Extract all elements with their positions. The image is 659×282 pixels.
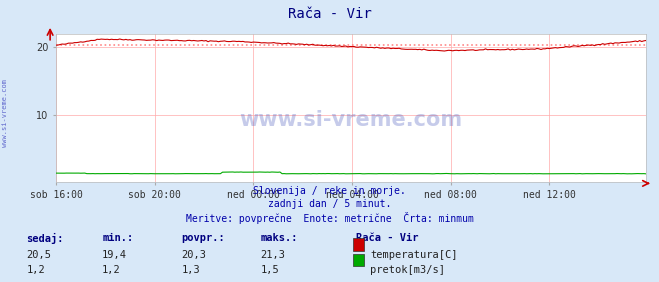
Text: Rača - Vir: Rača - Vir (287, 7, 372, 21)
Text: Rača - Vir: Rača - Vir (356, 233, 418, 243)
Text: Slovenija / reke in morje.: Slovenija / reke in morje. (253, 186, 406, 196)
Text: zadnji dan / 5 minut.: zadnji dan / 5 minut. (268, 199, 391, 209)
Text: 20,3: 20,3 (181, 250, 206, 259)
Text: temperatura[C]: temperatura[C] (370, 250, 458, 259)
Text: 21,3: 21,3 (260, 250, 285, 259)
Text: 19,4: 19,4 (102, 250, 127, 259)
Text: 20,5: 20,5 (26, 250, 51, 259)
Text: 1,3: 1,3 (181, 265, 200, 275)
Text: 1,2: 1,2 (26, 265, 45, 275)
Text: www.si-vreme.com: www.si-vreme.com (239, 110, 463, 130)
Text: 1,2: 1,2 (102, 265, 121, 275)
Text: pretok[m3/s]: pretok[m3/s] (370, 265, 445, 275)
Text: 1,5: 1,5 (260, 265, 279, 275)
Text: Meritve: povprečne  Enote: metrične  Črta: minmum: Meritve: povprečne Enote: metrične Črta:… (186, 212, 473, 224)
Text: povpr.:: povpr.: (181, 233, 225, 243)
Text: sedaj:: sedaj: (26, 233, 64, 244)
Text: www.si-vreme.com: www.si-vreme.com (2, 79, 9, 147)
Text: min.:: min.: (102, 233, 133, 243)
Text: maks.:: maks.: (260, 233, 298, 243)
